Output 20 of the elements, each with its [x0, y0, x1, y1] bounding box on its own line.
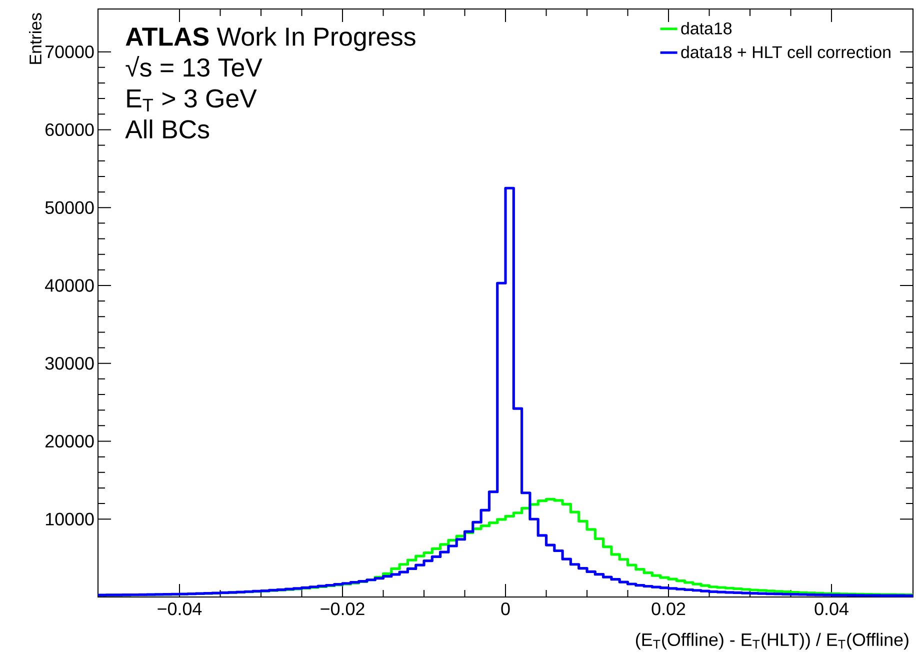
x-tick-label: 0	[501, 602, 510, 616]
x-tick-label: −0.04	[158, 602, 202, 616]
x-tick-label: −0.02	[320, 602, 364, 616]
annotation: √s = 13 TeV	[126, 56, 262, 77]
x-axis-title: (E$_{T}$(Offline) - E$_{T}$(HLT)) / E$_{T}$(Offline)	[636, 632, 908, 650]
y-tick-label: 40000	[45, 279, 94, 292]
y-axis-title: Entries	[29, 13, 42, 64]
y-tick-label: 50000	[45, 201, 94, 214]
x-tick-label: 0.04	[814, 602, 848, 616]
legend-label: data18	[681, 22, 732, 34]
annotation: All BCs	[125, 120, 210, 139]
x-tick-label: 0.02	[652, 602, 686, 616]
annotation: E$_{T}$ > 3 GeV	[127, 89, 257, 112]
y-tick-label: 30000	[45, 356, 94, 370]
y-tick-label: 70000	[46, 45, 94, 58]
y-tick-label: 20000	[46, 434, 94, 448]
y-tick-label: 10000	[46, 512, 94, 526]
y-tick-label: 60000	[46, 123, 94, 136]
legend-label: data18 + HLT cell correction	[681, 46, 890, 58]
annotation: ATLAS Work In Progress	[126, 26, 416, 51]
